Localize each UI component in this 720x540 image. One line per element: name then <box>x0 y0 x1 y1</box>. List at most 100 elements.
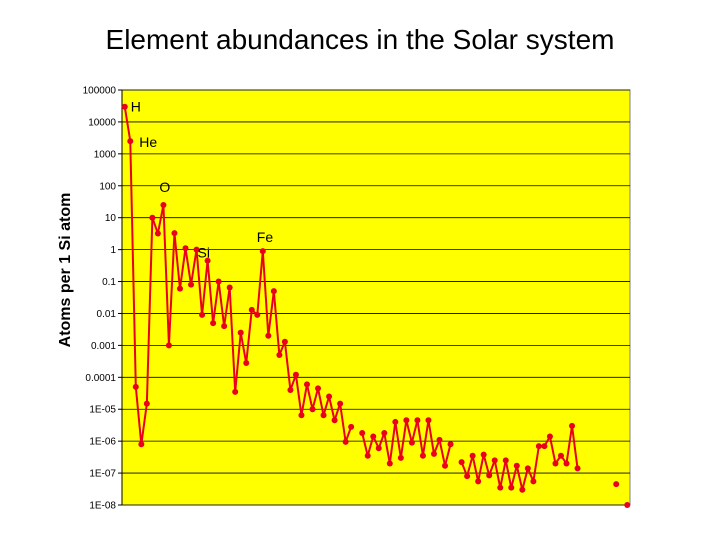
data-point <box>149 214 156 221</box>
y-tick-label: 1000 <box>94 149 117 160</box>
data-point <box>486 472 493 479</box>
series-segment <box>283 341 292 391</box>
data-point <box>259 248 266 255</box>
data-point <box>348 423 355 430</box>
annotation-h: H <box>131 99 141 115</box>
data-point <box>138 441 145 448</box>
data-point <box>326 393 333 400</box>
series-segment <box>145 217 154 404</box>
data-point <box>475 478 482 485</box>
series-segment <box>548 436 557 464</box>
data-point <box>193 246 200 253</box>
annotation-si: Si <box>198 245 210 261</box>
data-point <box>160 201 167 208</box>
data-point <box>143 400 150 407</box>
series-segment <box>140 403 148 445</box>
series-segment <box>328 396 336 421</box>
data-point <box>497 484 504 491</box>
data-point <box>221 323 228 330</box>
series-segment <box>294 374 303 416</box>
data-point <box>215 278 222 285</box>
series-segment <box>306 384 314 410</box>
data-point <box>281 338 288 345</box>
data-point <box>287 387 294 394</box>
data-point <box>375 445 382 452</box>
data-point <box>403 417 410 424</box>
data-point <box>535 443 542 450</box>
series-segment <box>317 388 325 416</box>
data-point <box>392 418 399 425</box>
series-segment <box>416 420 424 456</box>
data-point <box>469 452 476 459</box>
data-point <box>276 351 283 358</box>
y-tick-label: 1 <box>110 245 116 256</box>
data-point <box>381 430 388 437</box>
series-segment <box>499 460 507 488</box>
series-segment <box>272 291 281 356</box>
series-segment <box>383 432 391 464</box>
data-point <box>121 103 128 110</box>
data-point <box>309 406 316 413</box>
data-point <box>552 460 559 467</box>
y-tick-label: 0.001 <box>91 341 116 352</box>
data-point <box>524 465 531 472</box>
series-segment <box>129 141 137 387</box>
series-segment <box>267 291 275 336</box>
series-segment <box>212 281 220 324</box>
data-point <box>442 462 449 469</box>
data-point <box>563 460 570 467</box>
data-point <box>624 502 631 508</box>
annotation-o: O <box>159 179 170 195</box>
data-point <box>364 452 371 459</box>
series-segment <box>571 425 579 469</box>
series-segment <box>366 436 375 456</box>
series-segment <box>388 421 397 464</box>
series-segment <box>184 248 193 285</box>
series-segment <box>438 439 446 466</box>
series-segment <box>300 384 308 416</box>
data-point <box>303 381 310 388</box>
series-segment <box>421 420 430 456</box>
series-segment <box>532 445 540 482</box>
data-point <box>342 438 349 445</box>
data-point <box>574 465 581 472</box>
series-segment <box>322 396 331 416</box>
y-tick-label: 10000 <box>88 117 116 128</box>
series-segment <box>123 106 132 142</box>
series-segment <box>504 460 513 488</box>
series-segment <box>515 465 524 490</box>
y-tick-label: 100000 <box>83 86 117 97</box>
series-segment <box>510 465 518 488</box>
series-segment <box>156 204 165 234</box>
data-point <box>447 441 454 448</box>
series-segment <box>217 281 226 327</box>
data-point <box>188 281 195 288</box>
series-segment <box>399 420 408 458</box>
data-point <box>204 257 211 264</box>
annotation-he: He <box>139 134 157 150</box>
y-tick-label: 10 <box>105 213 117 224</box>
data-point <box>315 385 322 392</box>
data-point <box>210 320 217 327</box>
data-point <box>226 284 233 291</box>
data-point <box>508 484 515 491</box>
data-point <box>232 388 239 395</box>
data-point <box>613 481 620 488</box>
data-point <box>513 462 520 469</box>
series-segment <box>361 432 369 456</box>
series-segment <box>427 420 435 455</box>
series-segment <box>162 204 170 346</box>
series-segment <box>134 386 143 445</box>
data-point <box>171 230 178 237</box>
data-point <box>127 138 134 145</box>
data-point <box>480 451 487 458</box>
data-point <box>292 371 299 378</box>
data-point <box>243 360 250 367</box>
data-point <box>331 417 338 424</box>
data-point <box>419 452 426 459</box>
y-tick-label: 1E-08 <box>89 501 116 512</box>
chart-title: Element abundances in the Solar system <box>105 24 615 55</box>
data-point <box>541 443 548 450</box>
data-point <box>519 486 526 493</box>
data-point <box>464 473 471 480</box>
